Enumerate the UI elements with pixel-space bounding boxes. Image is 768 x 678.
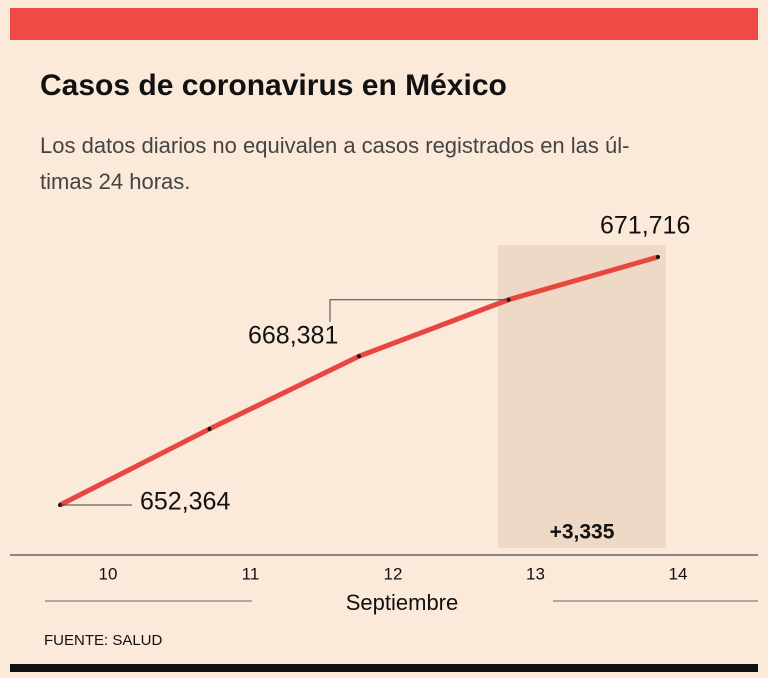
source: FUENTE: SALUD — [44, 632, 163, 649]
subtitle: timas 24 horas. — [40, 169, 190, 194]
point — [656, 255, 660, 259]
highlight — [498, 245, 666, 548]
value-label: 671,716 — [600, 212, 690, 240]
x-axis-label: Septiembre — [346, 590, 459, 615]
x-tick-label: 10 — [99, 564, 118, 583]
subtitle: Los datos diarios no equivalen a casos r… — [40, 133, 629, 158]
x-tick-label: 13 — [526, 564, 545, 583]
value-label: 652,364 — [140, 488, 230, 516]
x-tick-label: 14 — [669, 564, 688, 583]
chart-title: Casos de coronavirus en México — [40, 69, 507, 102]
bottom-bar — [10, 664, 758, 672]
point — [357, 354, 361, 359]
x-tick-label: 12 — [384, 564, 403, 583]
value-label: 668,381 — [248, 322, 338, 350]
x-tick-label: 11 — [242, 564, 260, 583]
leader-line — [329, 299, 509, 322]
point — [207, 426, 212, 431]
top-bar — [10, 8, 758, 40]
annotation: +3,335 — [550, 521, 615, 544]
